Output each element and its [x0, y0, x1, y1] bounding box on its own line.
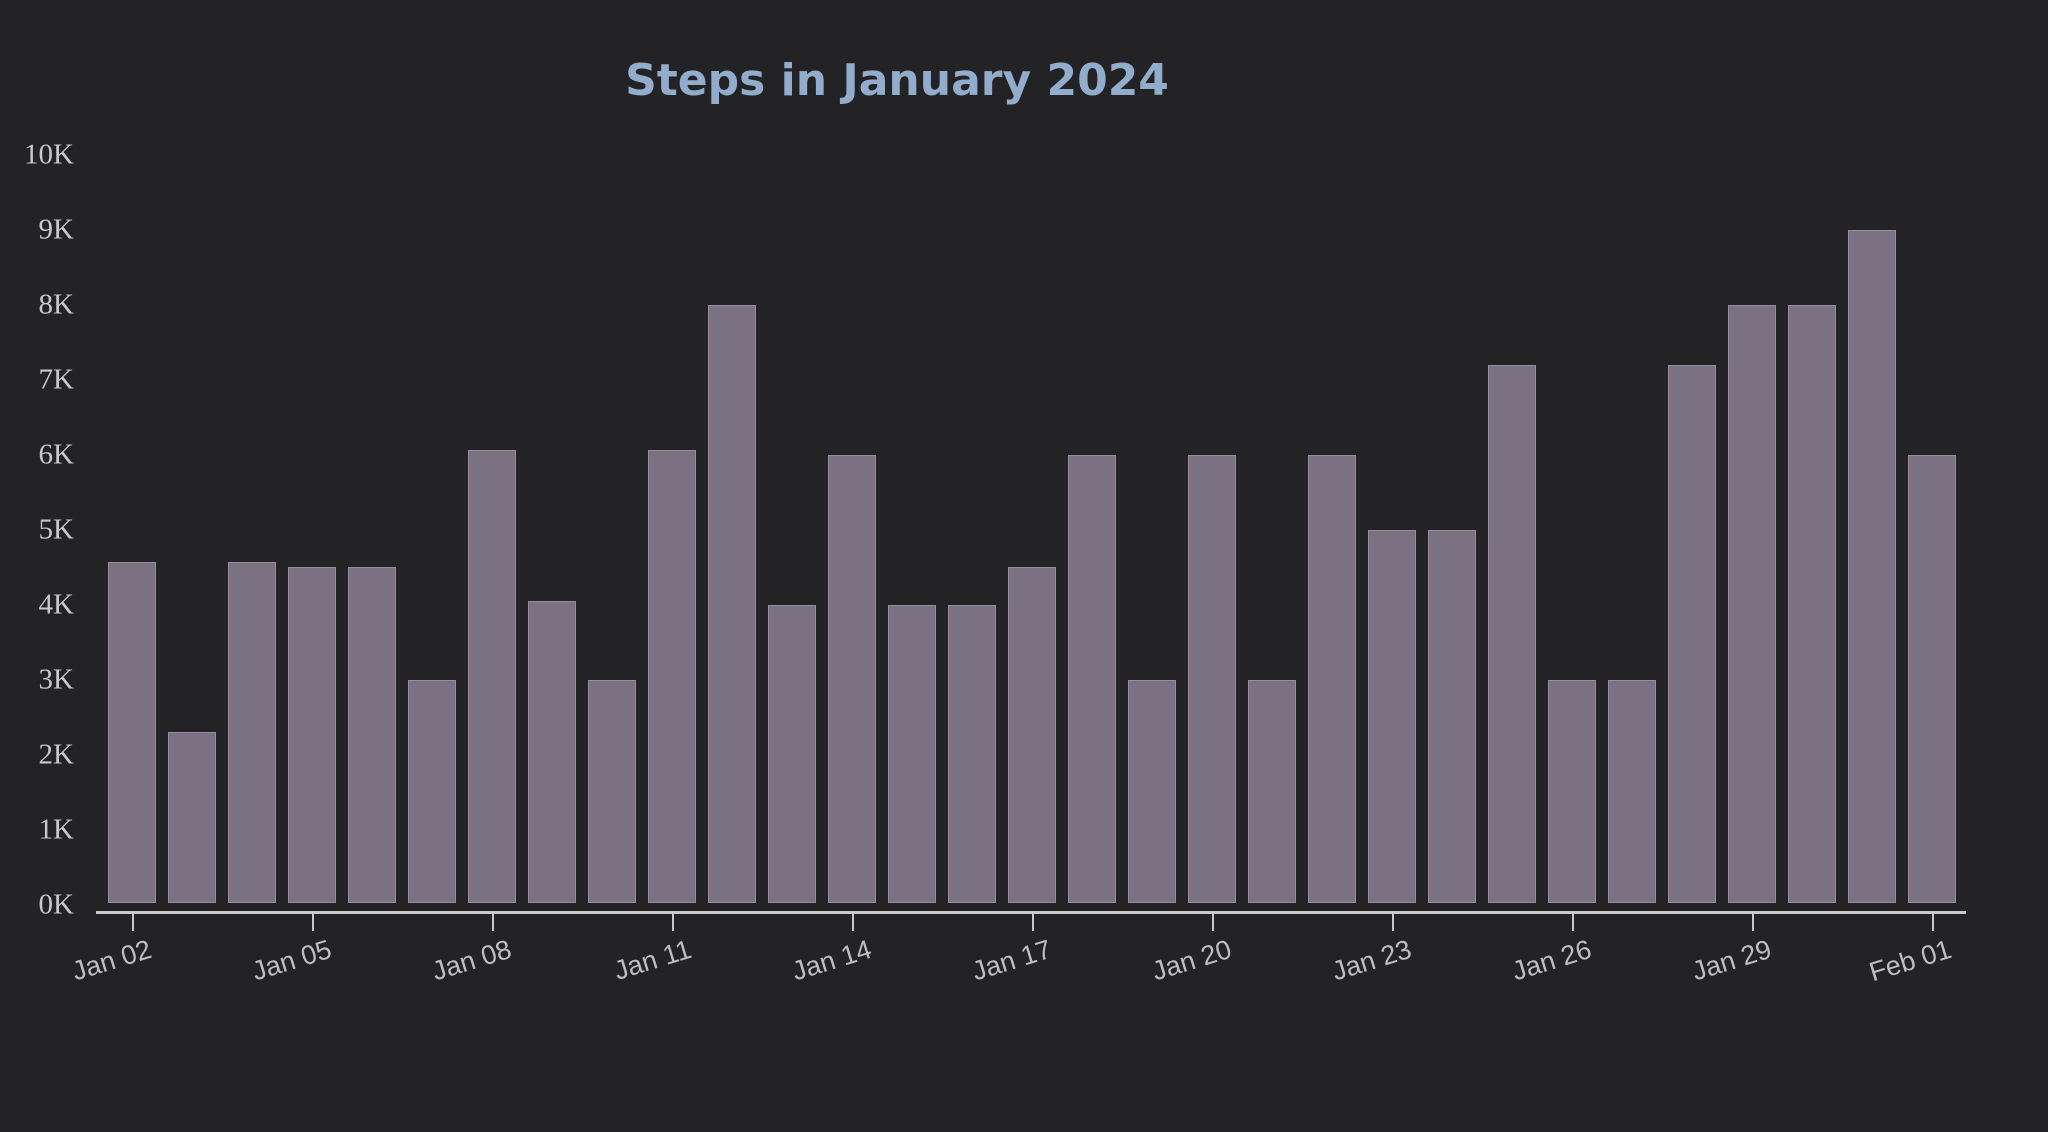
- bar-jan-29: [1728, 305, 1776, 903]
- x-axis-tick-label: Jan 23: [1328, 934, 1415, 987]
- y-axis-tick-label: 7K: [38, 363, 74, 396]
- bar-jan-10: [588, 680, 636, 903]
- bar-jan-19: [1128, 680, 1176, 903]
- y-axis-tick-label: 10K: [24, 138, 74, 171]
- y-axis-tick-label: 1K: [38, 813, 74, 846]
- bar-jan-03: [168, 732, 216, 903]
- x-axis-tick: [1932, 913, 1934, 931]
- x-axis-tick-label: Jan 11: [610, 934, 695, 986]
- y-axis-tick-label: 2K: [38, 738, 74, 771]
- bar-jan-12: [708, 305, 756, 903]
- bar-jan-23: [1368, 530, 1416, 903]
- x-axis-tick-label: Jan 26: [1508, 934, 1595, 987]
- x-axis-tick-label: Jan 02: [68, 934, 155, 987]
- x-axis-tick-label: Jan 29: [1688, 934, 1775, 987]
- bar-jan-15: [888, 605, 936, 903]
- bar-jan-06: [348, 567, 396, 903]
- x-axis-tick: [1032, 913, 1034, 931]
- x-axis-tick: [672, 913, 674, 931]
- bar-jan-07: [408, 680, 456, 903]
- bar-jan-08: [468, 450, 516, 903]
- x-axis-line: [96, 911, 1966, 914]
- x-axis-tick-label: Feb 01: [1865, 934, 1955, 988]
- x-axis-tick-label: Jan 17: [968, 934, 1055, 987]
- bar-feb-01: [1908, 455, 1956, 903]
- x-axis-tick-label: Jan 14: [788, 934, 875, 987]
- bar-jan-20: [1188, 455, 1236, 903]
- x-axis-tick: [132, 913, 134, 931]
- chart-title: Steps in January 2024: [625, 55, 1169, 106]
- bar-jan-04: [228, 562, 276, 903]
- y-axis-tick-label: 6K: [38, 438, 74, 471]
- x-axis-tick-label: Jan 20: [1148, 934, 1235, 987]
- bar-jan-18: [1068, 455, 1116, 903]
- bar-jan-28: [1668, 365, 1716, 903]
- y-axis-tick-label: 5K: [38, 513, 74, 546]
- bar-jan-21: [1248, 680, 1296, 903]
- x-axis-tick-label: Jan 05: [248, 934, 335, 987]
- bar-jan-02: [108, 562, 156, 903]
- y-axis-tick-label: 4K: [38, 588, 74, 621]
- bar-jan-11: [648, 450, 696, 903]
- bar-jan-24: [1428, 530, 1476, 903]
- bar-jan-31: [1848, 230, 1896, 903]
- x-axis-tick: [852, 913, 854, 931]
- x-axis-tick: [492, 913, 494, 931]
- bar-jan-22: [1308, 455, 1356, 903]
- x-axis-tick: [312, 913, 314, 931]
- x-axis-tick: [1392, 913, 1394, 931]
- y-axis-tick-label: 8K: [38, 288, 74, 321]
- x-axis-tick: [1572, 913, 1574, 931]
- x-axis-tick: [1212, 913, 1214, 931]
- bar-jan-26: [1548, 680, 1596, 903]
- bar-jan-25: [1488, 365, 1536, 903]
- y-axis-tick-label: 0K: [38, 888, 74, 921]
- bar-jan-27: [1608, 680, 1656, 903]
- y-axis-tick-label: 3K: [38, 663, 74, 696]
- bar-jan-09: [528, 601, 576, 903]
- bar-jan-30: [1788, 305, 1836, 903]
- bar-jan-16: [948, 605, 996, 903]
- bar-jan-05: [288, 567, 336, 903]
- bar-jan-17: [1008, 567, 1056, 903]
- bar-jan-13: [768, 605, 816, 903]
- y-axis-tick-label: 9K: [38, 213, 74, 246]
- x-axis-tick: [1752, 913, 1754, 931]
- x-axis-tick-label: Jan 08: [428, 934, 515, 987]
- bar-jan-14: [828, 455, 876, 903]
